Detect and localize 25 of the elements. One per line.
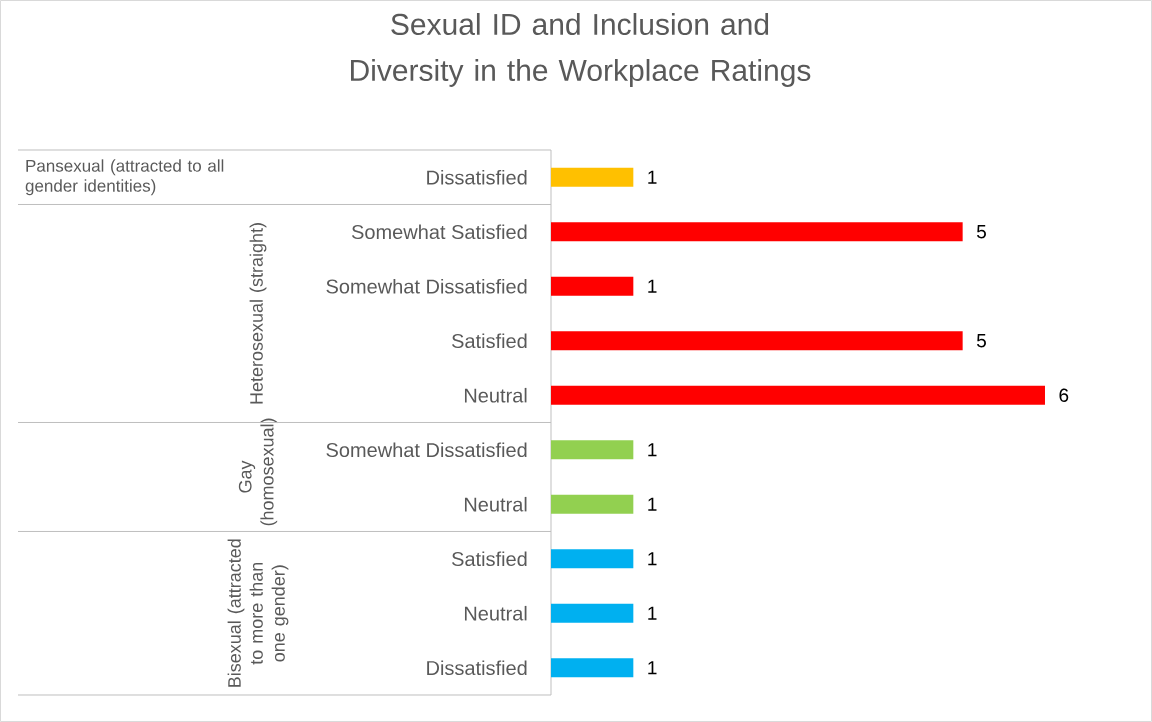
y-tick-label: Neutral xyxy=(464,496,527,512)
data-label: 1 xyxy=(648,606,657,620)
y-tick-label: Somewhat Satisfied xyxy=(351,224,527,240)
data-label: 5 xyxy=(976,334,986,348)
y-tick-label: Neutral xyxy=(464,605,527,621)
text: Gay (homosexual) xyxy=(238,418,278,526)
data-label: 1 xyxy=(648,497,657,511)
text: Pansexual (attracted to all gender identities) xyxy=(25,159,224,196)
y-tick-label: Dissatisfied xyxy=(427,169,527,185)
data-label: 1 xyxy=(648,443,657,457)
data-label: 1 xyxy=(648,279,657,293)
data-label: 5 xyxy=(976,225,986,239)
y-tick-label: Dissatisfied xyxy=(427,660,527,676)
y-tick-label: Somewhat Dissatisfied xyxy=(326,442,527,458)
text: Heterosexual (straight) xyxy=(249,223,267,404)
data-label: 1 xyxy=(648,170,657,184)
y-tick-label: Satisfied xyxy=(452,333,527,349)
y-tick-label: Neutral xyxy=(464,387,527,403)
data-label: 1 xyxy=(648,552,657,566)
text: Bisexual (attracted to more than one gender) xyxy=(227,539,289,687)
data-label: 6 xyxy=(1059,388,1069,402)
y-tick-label: Satisfied xyxy=(452,551,527,567)
chart-title: Sexual ID and Inclusion and Diversity in the Workplace Ratings xyxy=(351,13,811,87)
y-tick-label: Somewhat Dissatisfied xyxy=(326,278,527,294)
data-label: 1 xyxy=(648,661,657,675)
